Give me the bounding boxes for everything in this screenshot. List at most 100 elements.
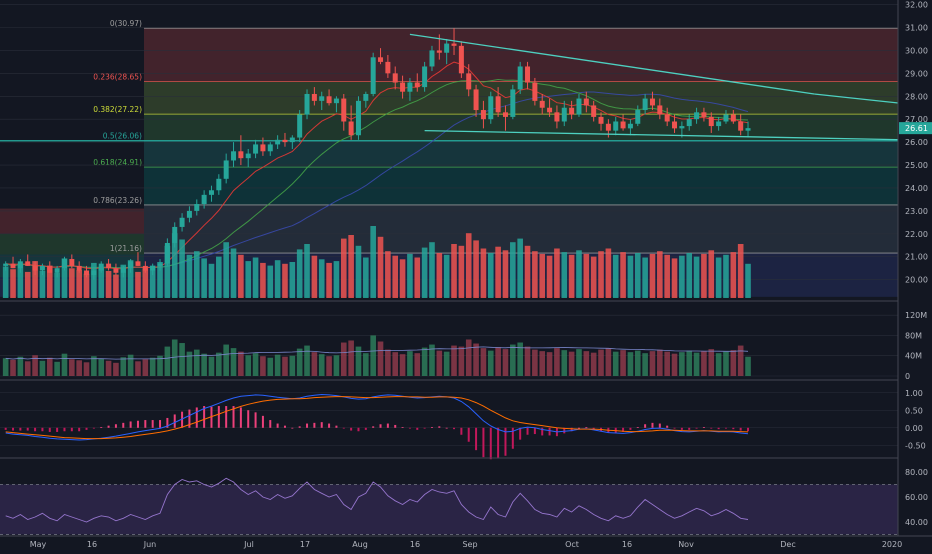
macd-histogram-bar [4,427,7,430]
volume-bar [708,349,715,376]
macd-histogram-bar [372,426,375,428]
macd-histogram-bar [63,427,66,432]
candle-body [179,217,185,227]
macd-histogram-bar [416,427,419,430]
overlay-volume-bar [561,252,568,298]
volume-bar [737,345,744,376]
macd-histogram-bar [680,427,683,430]
overlay-volume-bar [54,272,60,298]
overlay-volume-bar [326,262,332,298]
price-pane: 0(30.97) 0.236(28.65) 0.382(27.22) 0.5(26.0… [0,4,932,298]
candle-body [142,265,148,271]
macd-histogram-bar [482,427,485,458]
volume-bar [715,353,722,376]
macd-histogram-bar [276,423,279,428]
volume-bar [245,355,252,376]
overlay-volume-bar [657,251,663,298]
volume-bar [54,361,60,376]
volume-bar [311,352,318,376]
macd-histogram-bar [541,427,544,436]
candle-body [517,66,523,90]
overlay-volume-bar [98,267,105,298]
volume-bar [83,362,90,376]
candle-body [84,270,90,276]
overlay-volume-bar [546,255,553,298]
time-axis-label: Aug [352,540,368,549]
volume-bar [407,351,413,376]
overlay-volume-bar [363,257,369,298]
candle-body [635,110,641,124]
candle-body [400,82,406,92]
overlay-volume-bar [142,268,149,298]
overlay-volume-bar [392,255,399,298]
macd-histogram-bar [328,423,331,428]
macd-histogram-bar [651,422,654,428]
candle-body [554,112,560,122]
macd-histogram-bar [401,427,404,428]
volume-bar [127,354,134,376]
rsi-line [5,477,749,523]
candle-body [694,112,700,120]
macd-histogram-bar [181,411,184,428]
left-fib-band [0,233,144,255]
candle-body [216,178,222,191]
price-axis-background [898,0,932,550]
overlay-volume-bar [113,274,119,298]
overlay-volume-bar [598,251,604,298]
macd-histogram-bar [254,412,257,428]
volume-bar [179,343,185,376]
overlay-volume-bar [642,257,648,298]
overlay-volume-bar [370,226,376,298]
macd-histogram-bar [622,427,625,432]
candle-body [69,259,75,266]
candle-body [414,82,420,88]
macd-histogram-bar [702,427,705,428]
volume-bar [201,353,207,376]
candle-body [341,98,347,122]
candle-body [422,66,428,88]
overlay-volume-bar [664,254,670,298]
macd-histogram-bar [350,427,353,431]
macd-histogram-bar [85,427,88,430]
volume-bar [252,353,259,376]
volume-bar [546,352,553,376]
candle-body [267,144,273,152]
macd-histogram-bar [489,427,492,460]
candle-body [664,114,670,122]
volume-bar [208,356,215,376]
volume-bar [429,344,435,376]
volume-bar [142,359,149,376]
candle-body [569,107,575,115]
time-axis-label: 16 [410,540,420,549]
volume-pane [0,300,898,377]
candle-body [333,98,339,104]
volume-bar [642,353,648,376]
volume-bar [392,352,399,376]
volume-bar [414,353,421,376]
macd-histogram-bar [122,422,125,428]
overlay-volume-bar [407,253,413,298]
overlay-volume-bar [157,262,163,298]
fib-label: 0.618(24.91) [93,158,142,167]
candle-body [620,121,626,129]
rsi-axis-label: 40.00 [905,518,928,527]
overlay-volume-bar [333,261,340,298]
macd-histogram-bar [225,406,228,428]
volume-bar [620,350,626,376]
overlay-volume-bar [201,258,207,298]
macd-histogram-bar [210,406,213,428]
overlay-volume-bar [451,244,457,298]
overlay-volume-bar [355,245,362,298]
rsi-axis-label: 80.00 [905,468,928,477]
overlay-volume-bar [252,257,259,298]
overlay-volume-bar [414,257,421,298]
overlay-volume-bar [179,239,185,298]
candle-body [282,139,288,143]
candle-body [128,261,134,269]
overlay-volume-bar [216,256,222,298]
volume-bar [289,355,296,376]
macd-histogram-bar [688,427,691,430]
macd-histogram-bar [511,427,514,449]
overlay-volume-bar [149,265,156,298]
